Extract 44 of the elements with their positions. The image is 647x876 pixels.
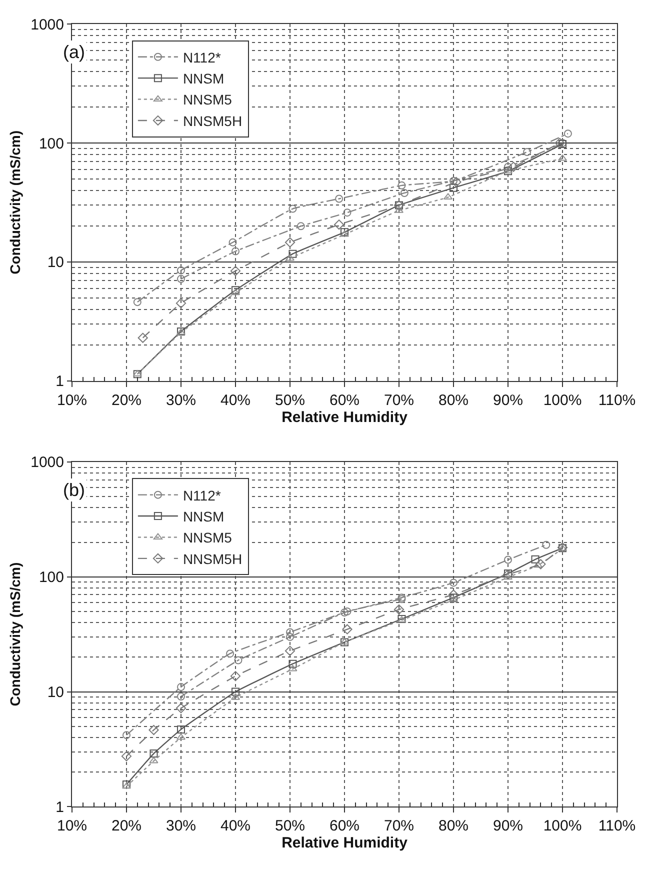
legend-label: NNSM5: [182, 530, 232, 546]
y-tick-label: 100: [38, 569, 64, 586]
x-tick-label: 10%: [56, 392, 88, 409]
x-tick-label: 20%: [111, 818, 142, 835]
x-tick-label: 100%: [543, 392, 582, 409]
x-tick-label: 10%: [56, 818, 88, 835]
legend-label: NNSM5H: [182, 550, 242, 567]
y-tick-label: 1000: [30, 454, 64, 472]
y-tick-label: 100: [38, 135, 64, 152]
y-axis-title: Conductivity (mS/cm): [7, 130, 24, 274]
x-tick-label: 40%: [220, 392, 251, 409]
x-tick-label: 20%: [111, 392, 142, 409]
legend-label: NNSM5: [182, 92, 232, 108]
x-tick-label: 90%: [492, 818, 524, 835]
x-tick-label: 60%: [329, 392, 360, 409]
x-tick-label: 80%: [438, 818, 469, 835]
y-tick-label: 10: [47, 684, 64, 702]
x-tick-label: 110%: [598, 392, 636, 409]
x-tick-label: 90%: [492, 392, 524, 409]
y-tick-label: 10: [47, 254, 64, 272]
legend-label: NNSM: [182, 508, 224, 524]
x-tick-label: 70%: [384, 818, 414, 835]
x-axis-title: Relative Humidity: [282, 834, 408, 852]
x-tick-label: 50%: [274, 818, 306, 835]
x-axis-title: Relative Humidity: [282, 408, 408, 426]
legend-label: N112*: [182, 487, 222, 504]
annotation: (b): [63, 480, 85, 500]
x-tick-label: 30%: [166, 392, 196, 409]
y-tick-label: 1: [56, 373, 64, 390]
y-axis-title: Conductivity (mS/cm): [7, 562, 24, 706]
legend-label: NNSM5H: [182, 112, 242, 129]
x-tick-label: 60%: [329, 818, 360, 835]
x-tick-label: 100%: [543, 818, 582, 835]
x-tick-label: 50%: [274, 392, 306, 409]
x-tick-label: 110%: [598, 818, 636, 835]
x-tick-label: 80%: [438, 392, 469, 409]
x-tick-label: 30%: [166, 818, 196, 835]
x-tick-label: 70%: [384, 392, 414, 409]
legend-label: N112*: [182, 49, 222, 66]
legend-label: NNSM: [182, 70, 224, 87]
x-tick-label: 40%: [220, 818, 251, 835]
annotation: (a): [63, 42, 85, 62]
y-tick-label: 1000: [30, 16, 64, 34]
y-tick-label: 1: [56, 798, 64, 816]
